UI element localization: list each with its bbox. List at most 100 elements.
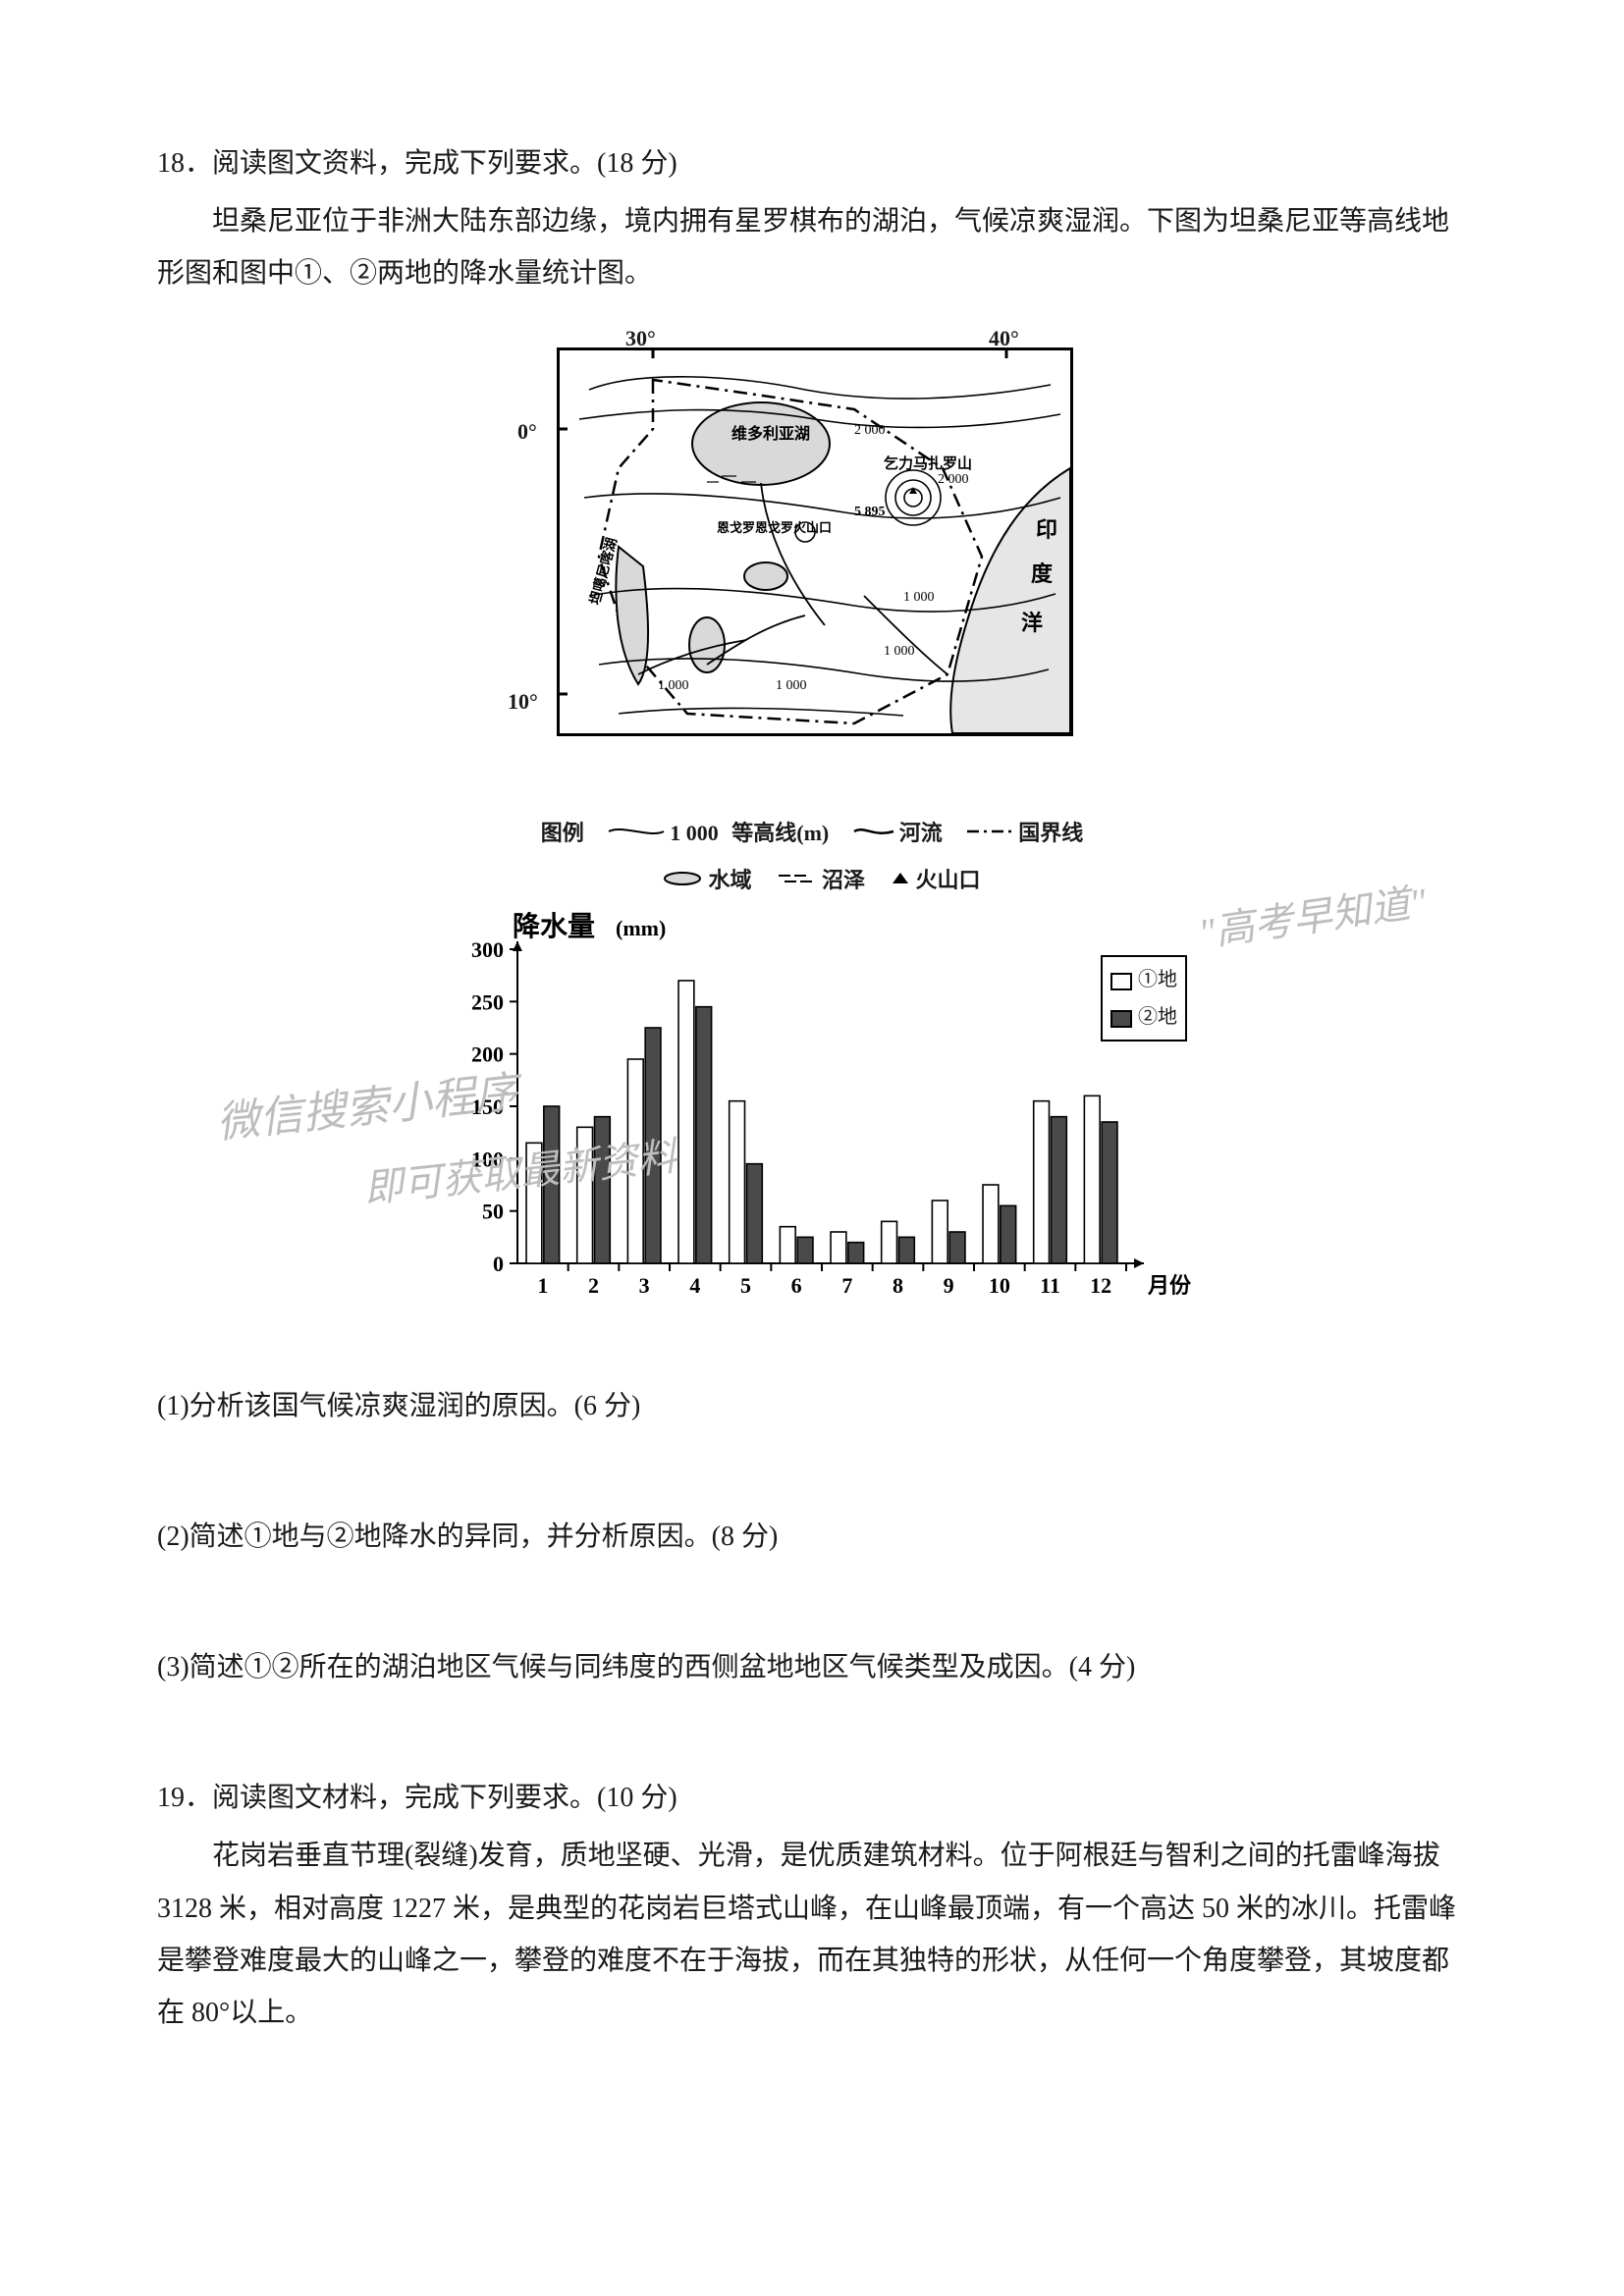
bar-②地-11 (1052, 1117, 1067, 1263)
q18-para: 坦桑尼亚位于非洲大陆东部边缘，境内拥有星罗棋布的湖泊，气候凉爽湿润。下图为坦桑尼… (157, 195, 1467, 299)
legend-title: 图例 (541, 821, 584, 845)
bar-②地-8 (899, 1238, 915, 1264)
bar-②地-10 (1001, 1206, 1016, 1264)
ytick-300: 300 (471, 937, 504, 962)
legend-swamp-sym (775, 860, 818, 901)
page: 18．阅读图文资料，完成下列要求。(18 分) 坦桑尼亚位于非洲大陆东部边缘，境… (0, 0, 1624, 2296)
map-label-peak: 5 895 (854, 505, 886, 519)
bar-①地-1 (526, 1144, 542, 1264)
map-c1000c: 1 000 (884, 644, 915, 659)
xtick-7: 7 (841, 1273, 852, 1298)
x-axis-label: 月份 (1147, 1273, 1192, 1298)
legend-swatch (1110, 1010, 1132, 1028)
map-lat-1: 10° (508, 681, 538, 722)
map-svg: 维多利亚湖 乞力马扎罗山 恩戈罗恩戈罗火山口 5 895 坦噶尼喀湖 印 度 洋… (560, 350, 1070, 733)
legend-volcano-sym (889, 860, 912, 901)
q19-head: 19．阅读图文材料，完成下列要求。(10 分) (157, 1772, 1467, 1824)
xtick-6: 6 (791, 1273, 802, 1298)
ytick-0: 0 (493, 1252, 504, 1276)
xtick-10: 10 (989, 1273, 1010, 1298)
legend-border-sym (965, 813, 1014, 854)
q18-sub2: (2)简述①地与②地降水的异同，并分析原因。(8 分) (157, 1511, 1467, 1563)
q18-head: 18．阅读图文资料，完成下列要求。(18 分) (157, 137, 1467, 189)
legend-label: ①地 (1138, 969, 1177, 990)
map-box: 30° 40° 0° 10° (498, 318, 1126, 789)
bar-①地-8 (882, 1222, 897, 1264)
xtick-11: 11 (1040, 1273, 1060, 1298)
precip-chart-svg: 050100150200250300降水量(mm)123456789101112… (429, 910, 1195, 1332)
map-legend-line2: 水域 沼泽 火山口 (157, 858, 1467, 901)
legend-swamp: 沼泽 (822, 868, 865, 892)
legend-label: ②地 (1138, 1006, 1177, 1028)
ytick-200: 200 (471, 1042, 504, 1067)
map-c1000a: 1 000 (658, 678, 689, 693)
legend-contour: 等高线(m) (731, 821, 829, 845)
legend-water-sym (661, 860, 704, 901)
q19: 19．阅读图文材料，完成下列要求。(10 分) 花岗岩垂直节理(裂缝)发育，质地… (157, 1772, 1467, 2039)
map-label-victoria: 维多利亚湖 (731, 424, 810, 443)
bar-②地-12 (1102, 1122, 1117, 1263)
bar-①地-6 (780, 1227, 795, 1263)
chart-title: 降水量 (513, 911, 595, 942)
xtick-9: 9 (944, 1273, 954, 1298)
map-label-ocean-c: 洋 (1021, 611, 1043, 635)
bar-①地-12 (1084, 1096, 1100, 1264)
bar-①地-3 (627, 1059, 643, 1263)
map-c2000a: 2 000 (854, 423, 886, 438)
map-figure: 30° 40° 0° 10° (157, 318, 1467, 901)
legend-row-②地: ②地 (1110, 998, 1177, 1036)
q19-para: 花岗岩垂直节理(裂缝)发育，质地坚硬、光滑，是优质建筑材料。位于阿根廷与智利之间… (157, 1830, 1467, 2039)
q18-sub1: (1)分析该国气候凉爽湿润的原因。(6 分) (157, 1380, 1467, 1432)
legend-border: 国界线 (1018, 821, 1083, 845)
bar-①地-4 (678, 981, 694, 1263)
bar-②地-9 (949, 1232, 965, 1263)
ytick-50: 50 (482, 1200, 504, 1224)
map-c2000b: 2 000 (938, 472, 969, 487)
map-label-kili: 乞力马扎罗山 (884, 454, 972, 472)
q19-number: 19． (157, 1783, 212, 1813)
chart-box: 050100150200250300降水量(mm)123456789101112… (429, 910, 1195, 1332)
map-c1000d: 1 000 (903, 590, 935, 605)
bar-①地-5 (730, 1101, 745, 1263)
ytick-250: 250 (471, 990, 504, 1015)
bar-①地-7 (831, 1232, 846, 1263)
legend-river-sym (852, 813, 895, 854)
map-lat-0: 0° (517, 411, 537, 453)
bar-①地-11 (1034, 1101, 1050, 1263)
ytick-100: 100 (471, 1148, 504, 1172)
map-frame: 维多利亚湖 乞力马扎罗山 恩戈罗恩戈罗火山口 5 895 坦噶尼喀湖 印 度 洋… (557, 347, 1073, 736)
chart-figure: 050100150200250300降水量(mm)123456789101112… (157, 910, 1467, 1350)
xtick-3: 3 (639, 1273, 650, 1298)
bar-②地-3 (645, 1028, 661, 1263)
legend-river: 河流 (899, 821, 943, 845)
bar-①地-10 (983, 1185, 999, 1263)
bar-②地-5 (747, 1164, 763, 1263)
map-c1000b: 1 000 (776, 678, 807, 693)
q18-sub3: (3)简述①②所在的湖泊地区气候与同纬度的西侧盆地地区气候类型及成因。(4 分) (157, 1641, 1467, 1693)
q19-head-text: 阅读图文材料，完成下列要求。(10 分) (212, 1783, 677, 1813)
xtick-2: 2 (588, 1273, 599, 1298)
xtick-5: 5 (740, 1273, 751, 1298)
map-label-ocean-a: 印 (1036, 517, 1057, 542)
q18-head-text: 阅读图文资料，完成下列要求。(18 分) (212, 148, 677, 179)
xtick-12: 12 (1090, 1273, 1111, 1298)
bar-②地-4 (696, 1007, 712, 1263)
q18-number: 18． (157, 148, 212, 179)
legend-contour-num: 1 000 (670, 821, 719, 845)
ytick-150: 150 (471, 1095, 504, 1119)
chart-unit: (mm) (616, 916, 666, 940)
legend-contour-sym (607, 813, 666, 854)
map-label-ngoro: 恩戈罗恩戈罗火山口 (717, 520, 832, 535)
bar-②地-7 (848, 1243, 864, 1263)
xtick-4: 4 (689, 1273, 700, 1298)
bar-②地-6 (797, 1238, 813, 1264)
legend-volcano: 火山口 (916, 868, 981, 892)
legend-water: 水域 (708, 868, 751, 892)
bar-①地-9 (932, 1201, 947, 1263)
xtick-1: 1 (537, 1273, 548, 1298)
bar-①地-2 (577, 1128, 593, 1264)
xtick-8: 8 (893, 1273, 903, 1298)
legend-row-①地: ①地 (1110, 961, 1177, 998)
legend-swatch (1110, 973, 1132, 990)
bar-②地-1 (544, 1106, 560, 1263)
